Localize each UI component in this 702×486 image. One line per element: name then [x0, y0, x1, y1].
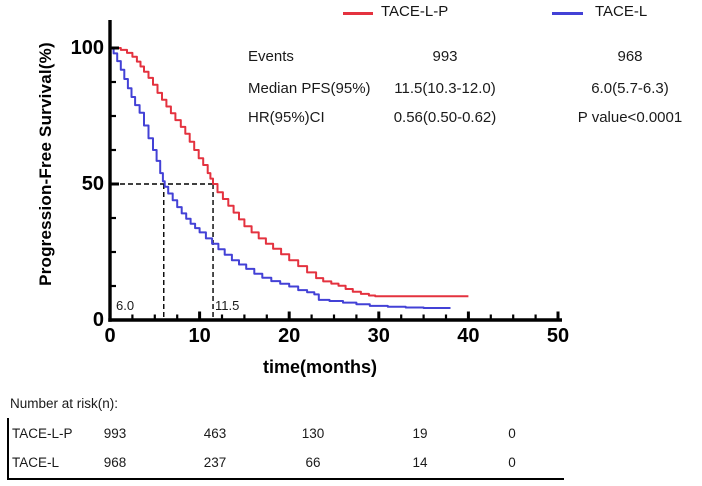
- stats-row-events-label: Events: [248, 48, 294, 65]
- x-axis-title: time(months): [263, 357, 377, 377]
- legend-swatch-tace-l: [552, 12, 583, 15]
- risk-row-label-tace-l: TACE-L: [12, 455, 60, 470]
- risk-value: 66: [305, 455, 321, 470]
- stats-events-tace-l: 968: [617, 48, 643, 65]
- risk-value: 237: [203, 455, 227, 470]
- risk-value: 463: [203, 426, 227, 441]
- y-axis-title: Progression-Free Survival(%): [36, 42, 55, 286]
- risk-table-left-border: [7, 418, 9, 480]
- legend-label-tace-l: TACE-L: [595, 3, 648, 20]
- legend-label-tace-l-p: TACE-L-P: [381, 3, 449, 20]
- risk-value: 14: [412, 455, 428, 470]
- median-annotation-tace-l: 6.0: [116, 298, 135, 313]
- risk-value: 993: [103, 426, 127, 441]
- risk-row-label-tace-l-p: TACE-L-P: [12, 426, 73, 441]
- stats-row-median-label: Median PFS(95%): [248, 80, 371, 97]
- stats-events-tace-l-p: 993: [432, 48, 458, 65]
- km-curve-tace-l: [110, 47, 451, 309]
- risk-value: 0: [508, 426, 516, 441]
- risk-value: 130: [301, 426, 325, 441]
- stats-p-value: P value<0.0001: [577, 109, 683, 126]
- risk-table-bottom-border: [7, 478, 564, 480]
- risk-value: 968: [103, 455, 127, 470]
- km-curve-tace-l-p: [110, 47, 469, 298]
- risk-value: 19: [412, 426, 428, 441]
- stats-row-hr-label: HR(95%)CI: [248, 109, 325, 126]
- risk-value: 0: [508, 455, 516, 470]
- stats-median-tace-l: 6.0(5.7-6.3): [591, 80, 669, 97]
- stats-hr-value: 0.56(0.50-0.62): [393, 109, 497, 126]
- risk-table-title: Number at risk(n):: [10, 396, 119, 411]
- legend-swatch-tace-l-p: [343, 12, 373, 15]
- stats-median-tace-l-p: 11.5(10.3-12.0): [394, 80, 496, 97]
- median-annotation-tace-l-p: 11.5: [215, 298, 240, 313]
